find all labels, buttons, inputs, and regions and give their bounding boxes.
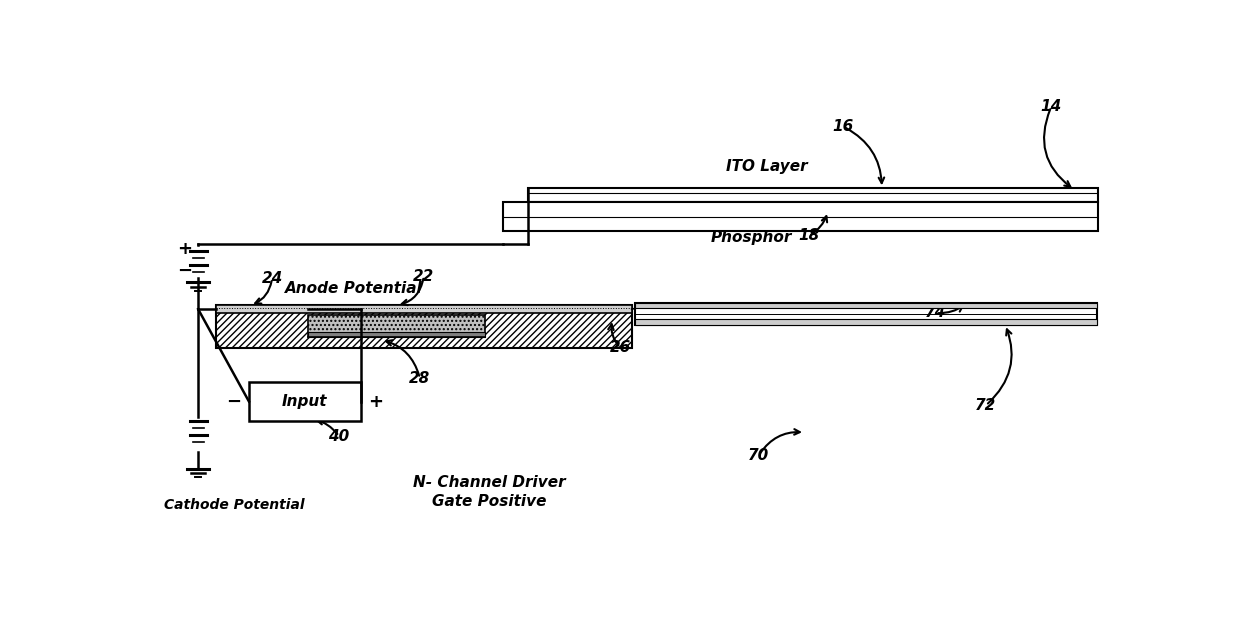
Bar: [503, 202, 1097, 232]
Bar: [216, 305, 631, 348]
Bar: [309, 332, 485, 337]
Text: Anode Potential: Anode Potential: [285, 281, 423, 296]
Text: 24: 24: [262, 271, 283, 286]
Bar: [635, 319, 1097, 324]
Bar: [528, 188, 1097, 202]
Bar: [309, 315, 485, 337]
Text: N- Channel Driver: N- Channel Driver: [413, 475, 565, 490]
Text: 26: 26: [610, 340, 631, 355]
Text: 28: 28: [409, 371, 430, 386]
Text: Gate Positive: Gate Positive: [432, 494, 547, 509]
Text: −: −: [226, 392, 242, 410]
Text: Cathode Potential: Cathode Potential: [164, 498, 305, 513]
Text: +: +: [177, 240, 192, 258]
Text: 40: 40: [329, 429, 350, 444]
Text: 16: 16: [833, 119, 854, 134]
Bar: [635, 303, 1097, 308]
Bar: [249, 383, 361, 421]
Text: −: −: [177, 262, 192, 280]
Text: Input: Input: [281, 394, 327, 409]
Text: 18: 18: [799, 228, 820, 243]
Text: ITO Layer: ITO Layer: [725, 159, 807, 174]
Text: 22: 22: [413, 269, 434, 284]
Text: Phosphor: Phosphor: [711, 230, 791, 245]
Bar: [635, 303, 1097, 324]
Bar: [216, 305, 631, 313]
Text: 72: 72: [975, 398, 997, 413]
Text: +: +: [368, 392, 383, 410]
Text: 70: 70: [748, 448, 769, 463]
Text: 14: 14: [1040, 99, 1061, 114]
Text: 74: 74: [925, 306, 946, 321]
